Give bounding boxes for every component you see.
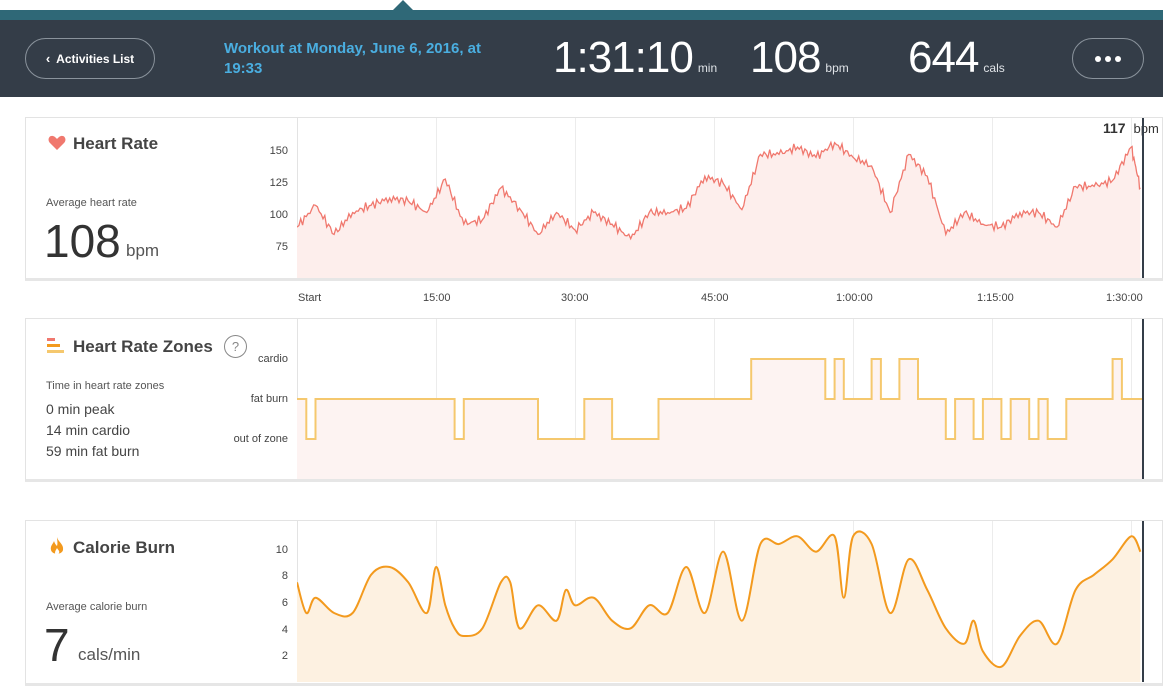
current-heart-rate-value: 117 [1103, 120, 1126, 136]
y-tick: 10 [275, 544, 288, 556]
current-heart-rate: 117 bpm [1103, 120, 1159, 136]
current-heart-rate-unit: bpm [1133, 121, 1159, 136]
y-tick: 125 [269, 177, 288, 189]
x-tick-30: 30:00 [561, 292, 589, 304]
heart-rate-zones-chart[interactable] [297, 319, 1144, 479]
bars-icon [47, 338, 64, 353]
duration-stat: 1:31:10 min [553, 33, 717, 83]
y-tick: 6 [281, 597, 288, 609]
zone-level-out-of-zone: out of zone [233, 433, 288, 445]
y-tick: 8 [281, 570, 288, 582]
x-tick-start: Start [298, 292, 322, 304]
y-tick: 75 [275, 241, 288, 253]
calorie-burn-title: Calorie Burn [73, 538, 176, 557]
x-tick-75: 1:15:00 [977, 292, 1014, 304]
calorie-burn-chart[interactable] [297, 521, 1144, 682]
avg-calorie-label: Average calorie burn [46, 601, 148, 613]
avg-heart-rate-label: Average heart rate [46, 197, 137, 209]
y-tick: 4 [281, 624, 288, 636]
x-tick-60: 1:00:00 [836, 292, 873, 304]
y-tick: 100 [269, 209, 288, 221]
zone-level-cardio: cardio [258, 353, 288, 365]
heart-rate-unit: bpm [825, 61, 849, 75]
calories-stat: 644 cals [908, 33, 1005, 83]
zone-cardio: 14 min cardio [46, 422, 131, 438]
ellipsis-icon-dot [1105, 55, 1111, 62]
workout-title: Workout at Monday, June 6, 2016, at 19:3… [224, 40, 482, 77]
avg-calorie-unit: cals/min [78, 645, 141, 664]
heart-rate-stat: 108 bpm [750, 33, 849, 83]
duration-value: 1:31:10 [553, 33, 694, 82]
heart-rate-chart[interactable] [297, 118, 1144, 278]
x-tick-45: 45:00 [701, 292, 729, 304]
avg-heart-rate-value: 108 [44, 215, 121, 267]
avg-calorie-value: 7 [44, 619, 70, 671]
zone-fat-burn: 59 min fat burn [46, 443, 140, 459]
calories-value: 644 [908, 33, 979, 82]
workout-header: ‹ Activities List Workout at Monday, Jun… [0, 20, 1163, 97]
zone-level-fat-burn: fat burn [250, 393, 288, 405]
heart-icon [48, 135, 66, 150]
chevron-left-icon: ‹ [45, 51, 51, 66]
series-area [297, 531, 1141, 682]
series-line [297, 140, 1141, 241]
y-tick: 150 [269, 145, 288, 157]
activities-list-button[interactable]: ‹ Activities List [25, 38, 155, 79]
x-tick-90: 1:30:00 [1106, 292, 1143, 304]
zone-step-line [297, 358, 1143, 440]
zone-area [297, 359, 1143, 479]
heart-rate-zones-title: Heart Rate Zones [73, 337, 213, 356]
more-options-button[interactable] [1072, 38, 1144, 79]
x-tick-15: 15:00 [423, 292, 451, 304]
accent-bar [0, 10, 1163, 20]
top-strip [0, 0, 1163, 12]
y-tick: 2 [281, 650, 288, 662]
nav-pointer [393, 0, 413, 10]
heart-rate-value: 108 [750, 33, 821, 82]
time-in-zones-label: Time in heart rate zones [46, 380, 165, 392]
calories-unit: cals [983, 61, 1005, 75]
ellipsis-icon [1095, 55, 1101, 62]
zone-peak: 0 min peak [46, 401, 115, 417]
avg-heart-rate-unit: bpm [126, 241, 160, 260]
duration-unit: min [697, 61, 718, 75]
help-icon[interactable]: ? [224, 335, 247, 358]
ellipsis-icon-dot [1115, 55, 1121, 62]
flame-icon [50, 537, 64, 555]
series-line [297, 530, 1142, 669]
series-area [297, 142, 1141, 278]
activities-list-label: Activities List [56, 51, 135, 66]
heart-rate-title: Heart Rate [73, 134, 159, 153]
